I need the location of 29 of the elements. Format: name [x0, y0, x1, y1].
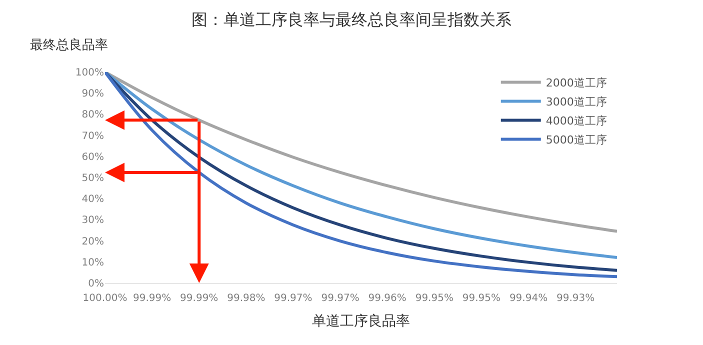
y-tick-label: 20% — [82, 236, 104, 248]
y-tick-label: 10% — [82, 257, 104, 268]
legend-label: 4000道工序 — [546, 114, 607, 128]
y-tick-label: 60% — [82, 152, 104, 163]
x-tick-label: 99.93% — [556, 293, 595, 304]
x-tick-label: 99.96% — [368, 293, 406, 304]
x-tick-label: 99.97% — [321, 293, 360, 304]
y-tick-label: 90% — [82, 88, 104, 100]
y-tick-label: 80% — [82, 110, 104, 121]
x-tick-label: 99.94% — [509, 293, 548, 304]
x-tick-label: 99.98% — [227, 293, 266, 304]
x-tick-label: 99.97% — [274, 293, 312, 304]
y-tick-label: 50% — [82, 173, 104, 184]
y-tick-label: 70% — [82, 130, 104, 142]
x-tick-label: 99.99% — [180, 293, 218, 304]
legend-label: 2000道工序 — [546, 76, 607, 90]
x-tick-label: 99.95% — [462, 293, 501, 304]
x-tick-label: 100.00% — [82, 293, 128, 304]
y-tick-label: 100% — [75, 68, 104, 78]
y-tick-label: 0% — [88, 278, 104, 290]
y-tick-label: 40% — [82, 194, 104, 206]
y-axis-title: 最终总良品率 — [30, 37, 108, 53]
y-tick-label: 30% — [82, 215, 104, 226]
x-axis-title: 单道工序良品率 — [312, 313, 410, 330]
chart-title: 图：单道工序良率与最终总良率间呈指数关系 — [192, 10, 512, 29]
x-tick-label: 99.99% — [132, 293, 172, 304]
legend-label: 5000道工序 — [546, 134, 607, 147]
legend-label: 3000道工序 — [546, 96, 607, 109]
x-tick-label: 99.95% — [415, 293, 454, 304]
